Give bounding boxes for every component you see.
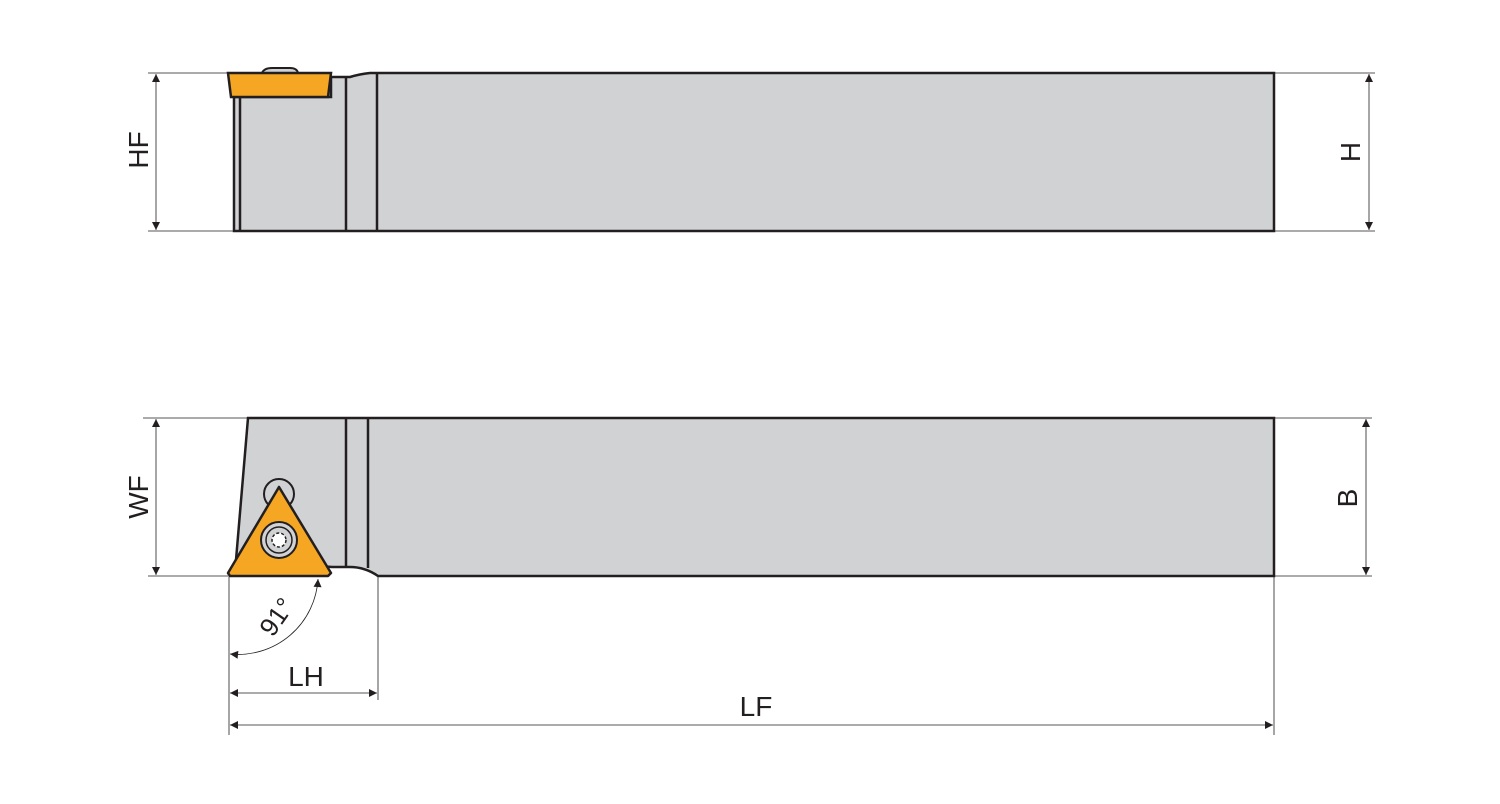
holder-body-top (234, 416, 1276, 578)
h-label: H (1335, 142, 1366, 162)
hf-label: HF (123, 131, 154, 168)
b-label: B (1332, 489, 1363, 508)
insert-side (226, 71, 333, 99)
angle-label: 91° (253, 592, 300, 641)
lf-label: LF (740, 691, 773, 722)
side-view: HF H (123, 67, 1375, 233)
top-view: WF B 91° LH LF (123, 416, 1372, 735)
wf-label: WF (123, 475, 154, 519)
lh-label: LH (288, 661, 324, 692)
angle-arc (229, 578, 322, 659)
holder-body-side (232, 71, 1276, 233)
